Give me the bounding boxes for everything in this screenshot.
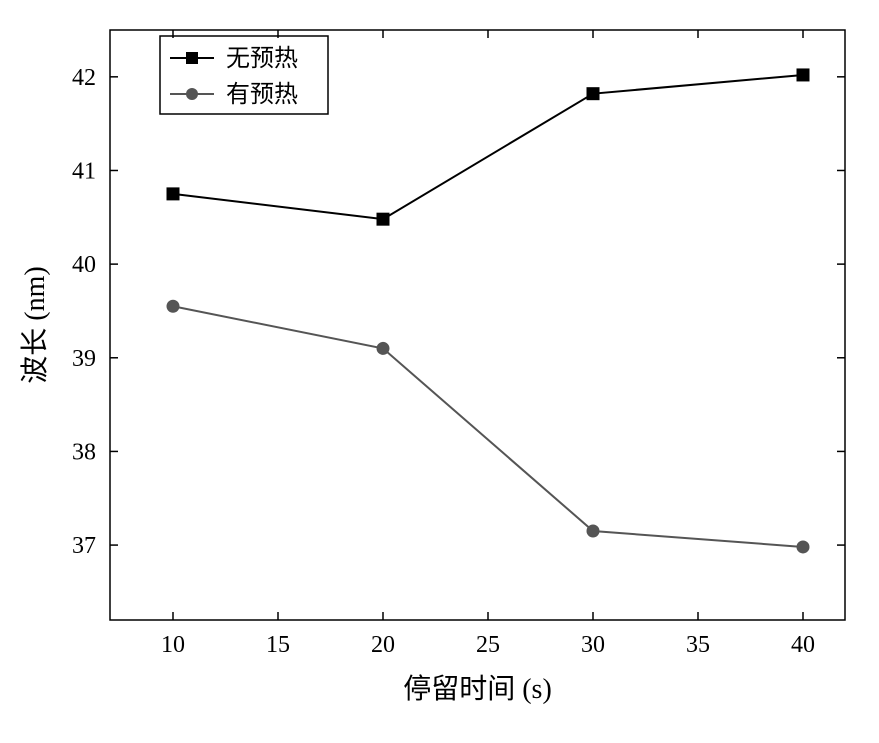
y-tick-label: 38 [72,439,96,465]
x-tick-label: 35 [686,632,710,658]
y-axis-label: 波长 (nm) [19,266,51,383]
legend-label: 无预热 [226,45,298,72]
x-axis-label: 停留时间 (s) [403,673,552,705]
x-tick-label: 30 [581,632,605,658]
x-tick-label: 40 [791,632,815,658]
y-tick-label: 37 [72,533,96,559]
x-tick-label: 25 [476,632,500,658]
marker-square [587,88,599,100]
x-tick-label: 20 [371,632,395,658]
marker-circle [587,525,599,537]
chart-container: 10 15 20 25 30 35 40 37 38 39 40 41 42 停留时间 (s) 波长 (nm… [0,0,879,743]
plot-border [110,30,845,620]
y-tick-label: 41 [72,158,96,184]
legend-label: 有预热 [226,81,298,108]
marker-square [377,213,389,225]
marker-circle [167,300,179,312]
marker-circle [797,541,809,553]
marker-square [797,69,809,81]
y-tick-label: 42 [72,65,96,91]
marker-square [167,188,179,200]
y-tick-label: 39 [72,346,96,372]
y-tick-label: 40 [72,252,96,278]
line-chart: 10 15 20 25 30 35 40 37 38 39 40 41 42 停留时间 (s) 波长 (nm… [0,0,879,743]
x-tick-label: 10 [161,632,185,658]
x-tick-label: 15 [266,632,290,658]
legend-marker-square [186,52,198,64]
marker-circle [377,342,389,354]
legend-marker-circle [186,88,198,100]
series-line-with_preheat [173,306,803,547]
